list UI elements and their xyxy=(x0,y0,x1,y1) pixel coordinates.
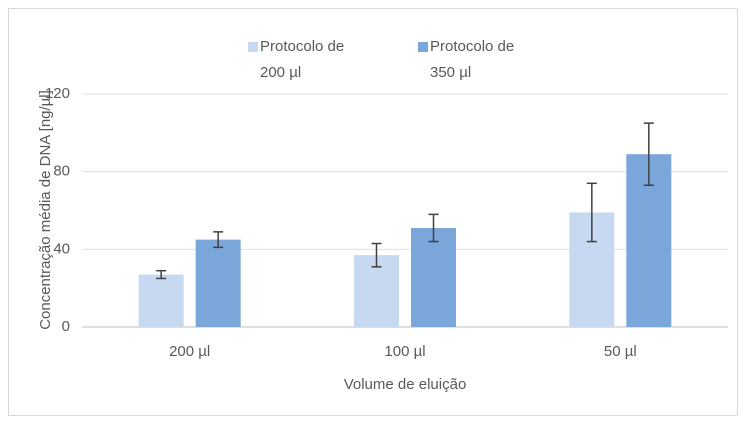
error-bar xyxy=(213,231,224,249)
y-tick-label: 0 xyxy=(62,318,70,335)
bar xyxy=(138,274,184,327)
error-bar xyxy=(156,269,167,280)
bar xyxy=(411,227,456,327)
error-bar xyxy=(428,213,439,243)
bar xyxy=(195,239,241,327)
legend-label: Protocolo de 350 µl xyxy=(430,38,515,81)
chart-border xyxy=(8,8,738,416)
error-bar xyxy=(643,122,654,187)
x-tick-label: 50 µl xyxy=(604,343,637,360)
legend-swatch xyxy=(418,42,428,52)
x-tick-label: 200 µl xyxy=(169,343,210,360)
y-axis-title: Concentração média de DNA [ng/µl] xyxy=(37,90,54,330)
error-bar xyxy=(586,182,597,243)
error-bar xyxy=(371,242,382,268)
legend-label: Protocolo de 200 µl xyxy=(260,38,345,81)
x-tick-label: 100 µl xyxy=(384,343,425,360)
y-tick-label: 80 xyxy=(53,163,70,180)
x-axis-title: Volume de eluição xyxy=(344,376,467,393)
y-tick-label: 40 xyxy=(53,240,70,257)
legend-swatch xyxy=(248,42,258,52)
y-tick-label: 120 xyxy=(45,85,70,102)
